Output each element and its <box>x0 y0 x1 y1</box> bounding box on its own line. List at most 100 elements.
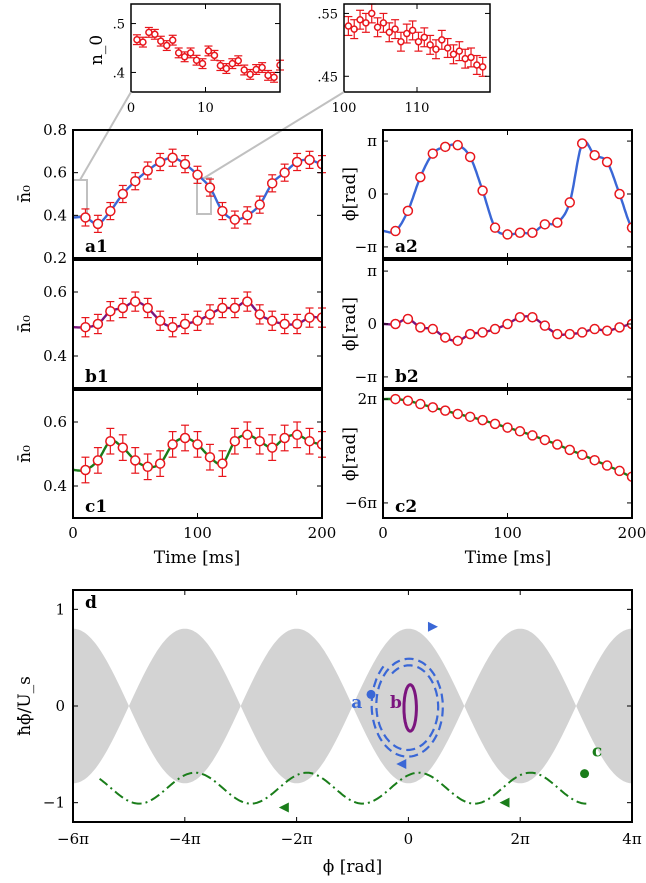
data-point <box>477 414 488 426</box>
x-tick-label: 200 <box>308 524 337 542</box>
panel-label: d <box>85 593 97 613</box>
panel-label: b2 <box>395 367 419 387</box>
data-point <box>452 139 463 151</box>
data-point <box>117 442 129 453</box>
data-point <box>92 318 104 330</box>
data-point <box>266 315 278 327</box>
y-tick-label: .4 <box>113 66 125 81</box>
data-point <box>304 312 315 323</box>
data-point <box>204 309 216 320</box>
data-point <box>142 302 153 314</box>
panel-a1: 0.2 0.4 0.6 0.8 a1 n̄₀ <box>15 121 326 267</box>
inset-panel-left: .4 .5 0 10 n_0 <box>87 3 284 116</box>
data-point <box>229 435 241 447</box>
trajectory-a-arrow <box>427 621 438 632</box>
y-tick-label: 0.4 <box>43 347 67 365</box>
data-point <box>408 26 417 35</box>
separatrix-band <box>73 628 632 784</box>
data-point <box>130 455 141 466</box>
panel-c1: 0.4 0.6 0 100 200 c1 n̄₀ <box>15 389 337 542</box>
data-point <box>258 63 266 72</box>
data-point <box>564 444 575 456</box>
data-point <box>92 455 104 466</box>
data-point <box>316 158 322 170</box>
trajectory-a-start <box>366 689 376 699</box>
y-tick-label: 0.6 <box>43 283 67 301</box>
data-point <box>539 434 551 446</box>
data-point <box>489 222 501 233</box>
data-point <box>440 332 451 343</box>
panel-c2: −6π 2π 0 100 200 c2 ϕ[rad] <box>340 389 646 542</box>
data-point <box>192 169 203 181</box>
data-point <box>464 411 476 423</box>
data-point <box>539 219 551 230</box>
data-point <box>427 323 439 335</box>
data-point <box>589 454 600 466</box>
data-point <box>390 318 401 330</box>
y-tick-label: 0.8 <box>43 121 67 139</box>
data-point <box>92 218 104 230</box>
data-point <box>167 152 178 163</box>
data-point <box>242 429 253 441</box>
data-point <box>179 158 191 170</box>
x-tick-label: 0 <box>127 101 135 116</box>
data-point <box>489 323 501 335</box>
y-axis-label: ϕ[rad] <box>340 427 360 481</box>
data-point <box>279 432 290 444</box>
data-point <box>452 335 463 347</box>
trajectory-a-arrow <box>396 759 407 769</box>
y-axis-label: ħϕ̇/U_s <box>15 676 35 736</box>
data-point <box>449 50 458 59</box>
data-point <box>304 435 315 447</box>
data-point <box>154 156 166 168</box>
data-point <box>316 312 322 323</box>
y-axis-label: n̄₀ <box>15 315 35 333</box>
data-point <box>478 63 487 71</box>
data-point <box>527 430 538 441</box>
data-point <box>626 222 632 233</box>
trajectory-c-start <box>580 769 590 779</box>
data-point <box>415 171 426 183</box>
data-point <box>576 327 588 338</box>
y-tick-label: 0.6 <box>43 413 67 431</box>
inset-panel-right: .45 .55 100 110 <box>317 3 491 116</box>
data-point <box>234 56 243 65</box>
y-tick-label: −π <box>355 238 378 256</box>
y-tick-label: .55 <box>317 7 338 22</box>
data-point <box>142 165 153 176</box>
data-point <box>254 199 265 210</box>
data-point <box>601 325 613 336</box>
trajectory-c-arrow <box>278 802 289 813</box>
data-point <box>145 28 153 37</box>
y-tick-label: −6π <box>345 494 377 512</box>
inset-panels: .4 .5 0 10 n_0 .45 .55 100 110 <box>87 3 491 116</box>
trajectory-label-b: b <box>390 693 402 713</box>
data-point <box>455 47 464 55</box>
data-point <box>117 188 129 200</box>
data-point <box>373 23 382 32</box>
data-point <box>198 59 207 68</box>
data-point <box>477 185 488 196</box>
data-point <box>180 53 189 61</box>
zoom-line <box>79 91 132 181</box>
data-point <box>502 422 513 433</box>
trajectory-b <box>402 683 418 733</box>
data-point <box>589 150 600 161</box>
data-point <box>514 227 526 238</box>
x-tick-label: 0 <box>68 524 78 542</box>
data-point <box>420 33 429 42</box>
data-point <box>242 296 253 307</box>
data-point <box>80 212 91 223</box>
data-point <box>254 435 265 447</box>
y-tick-label: π <box>367 132 377 150</box>
data-point <box>186 49 195 57</box>
zoom-line <box>203 91 345 179</box>
data-point <box>527 312 538 323</box>
data-point <box>133 35 141 44</box>
data-point <box>174 49 183 57</box>
data-point <box>279 318 290 330</box>
x-tick-label: 100 <box>183 524 212 542</box>
data-point <box>426 41 434 49</box>
data-point <box>614 188 625 200</box>
data-point <box>192 315 203 327</box>
